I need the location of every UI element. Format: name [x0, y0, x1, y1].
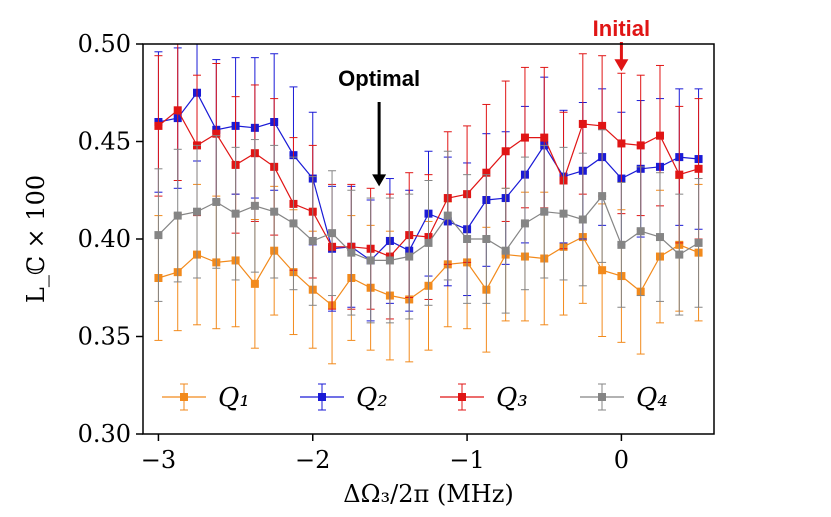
data-point	[405, 252, 414, 261]
legend-marker	[318, 393, 326, 401]
y-axis-ticks: 0.30 0.35 0.40 0.45 0.50	[78, 30, 143, 448]
data-point	[424, 238, 433, 247]
data-point	[617, 240, 626, 249]
data-point	[173, 106, 182, 115]
annotation-optimal: Optimal	[338, 66, 420, 187]
data-point	[154, 121, 163, 130]
data-point	[250, 279, 259, 288]
data-point	[270, 207, 279, 216]
legend-marker	[458, 393, 466, 401]
legend-marker	[180, 393, 188, 401]
data-point	[193, 207, 202, 216]
annotation-label: Optimal	[338, 66, 420, 91]
x-axis-ticks: −3 −2 −1 0	[141, 434, 629, 474]
data-point	[173, 211, 182, 220]
legend-label: Q₃	[496, 383, 528, 413]
x-tick-label: −2	[295, 446, 330, 474]
legend-label: Q₄	[636, 383, 668, 413]
data-point	[540, 207, 549, 216]
y-tick-label: 0.50	[78, 30, 131, 58]
legend-label: Q₁	[218, 383, 250, 413]
annotation-initial: Initial	[593, 16, 650, 72]
data-point	[636, 141, 645, 150]
data-point	[694, 164, 703, 173]
data-point	[598, 192, 607, 201]
annotation-label: Initial	[593, 16, 650, 41]
data-point	[482, 168, 491, 177]
data-point	[443, 211, 452, 220]
data-point	[636, 227, 645, 236]
series-layer	[154, 44, 703, 365]
annotation-layer: Optimal Initial	[338, 16, 650, 187]
legend-item-Q2: Q₂	[300, 383, 388, 413]
data-point	[347, 248, 356, 257]
data-point	[578, 215, 587, 224]
series-Q4	[154, 129, 703, 324]
data-point	[308, 236, 317, 245]
data-point	[578, 119, 587, 128]
legend: Q₁ Q₂ Q₃ Q₄	[162, 383, 668, 413]
legend-item-Q3: Q₃	[440, 383, 528, 413]
legend-label: Q₂	[356, 383, 388, 413]
y-tick-label: 0.30	[78, 420, 131, 448]
x-tick-label: 0	[614, 446, 629, 474]
data-point	[212, 129, 221, 138]
x-tick-label: −3	[141, 446, 176, 474]
data-point	[655, 131, 664, 140]
data-point	[675, 250, 684, 259]
data-point	[617, 139, 626, 148]
data-point	[598, 266, 607, 275]
legend-item-Q4: Q₄	[580, 383, 668, 413]
y-tick-label: 0.35	[78, 323, 131, 351]
data-point	[328, 229, 337, 238]
annotation-arrow-head	[614, 59, 629, 72]
data-point	[598, 121, 607, 130]
data-point	[482, 235, 491, 243]
y-tick-label: 0.45	[78, 128, 131, 156]
x-tick-label: −1	[449, 446, 484, 474]
data-point	[463, 235, 472, 243]
data-point	[694, 238, 703, 247]
data-point	[212, 197, 221, 206]
data-point	[289, 219, 298, 228]
data-point	[501, 246, 510, 255]
y-axis-label: L_ℂ × 100	[22, 175, 50, 303]
data-point	[559, 209, 568, 218]
annotation-arrow-head	[372, 174, 387, 187]
data-point	[540, 133, 549, 142]
legend-marker	[598, 393, 606, 401]
legend-item-Q1: Q₁	[162, 383, 250, 413]
data-point	[250, 201, 259, 210]
data-point	[366, 256, 375, 265]
data-point	[520, 219, 529, 228]
data-point	[154, 231, 163, 240]
data-point	[675, 170, 684, 179]
data-point	[655, 233, 664, 242]
data-point	[385, 256, 394, 265]
x-axis-label: ΔΩ₃/2π (MHz)	[343, 480, 513, 508]
y-tick-label: 0.40	[78, 225, 131, 253]
data-point	[520, 133, 529, 142]
data-point	[231, 209, 240, 218]
data-point	[501, 147, 510, 156]
